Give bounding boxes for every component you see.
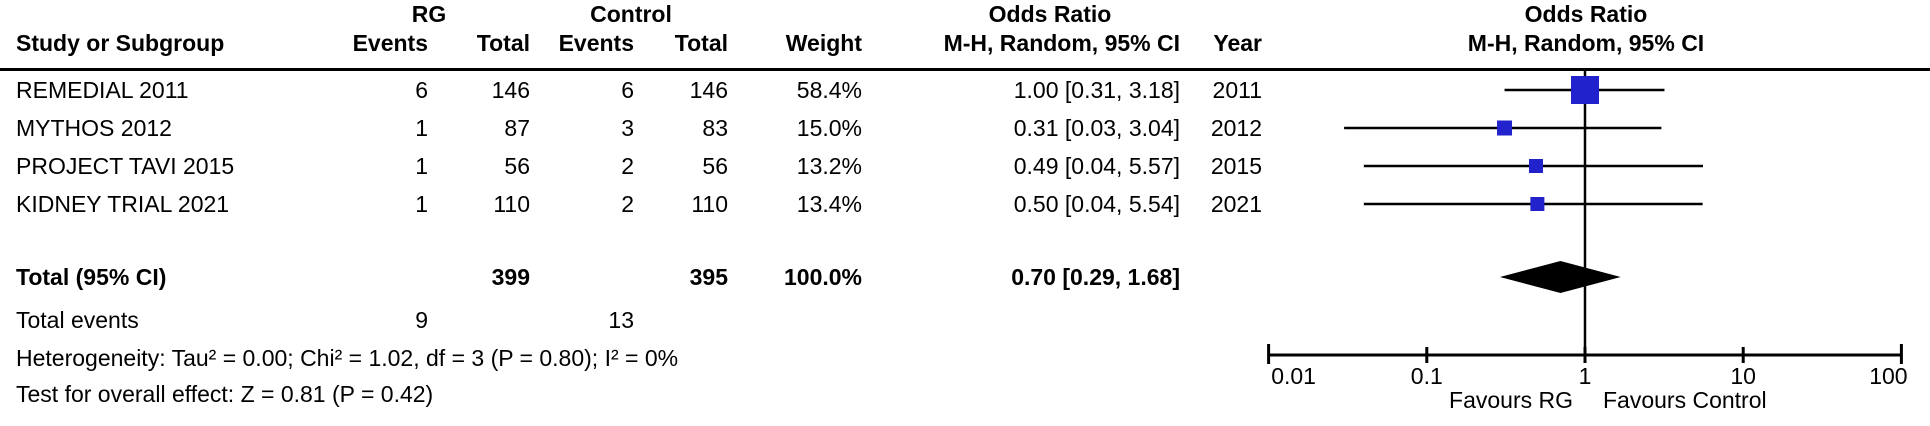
col-header-mh-ci: M-H, Random, 95% CI	[943, 30, 1180, 56]
rg-events-cell: 1	[415, 191, 428, 217]
axis-tick-label: 0.1	[1411, 363, 1443, 389]
control-events-cell: 3	[621, 115, 634, 141]
favours-left-label: Favours RG	[1449, 387, 1573, 413]
control-events-cell: 2	[621, 153, 634, 179]
control-total-cell: 83	[702, 115, 728, 141]
study-name-cell: KIDNEY TRIAL 2021	[16, 191, 230, 217]
weight-cell: 13.4%	[796, 191, 862, 217]
weight-cell: 13.2%	[796, 153, 862, 179]
year-cell: 2015	[1210, 153, 1262, 179]
group-header-rg: RG	[411, 1, 447, 27]
total-diamond	[1499, 261, 1621, 293]
group-header-control: Control	[590, 1, 672, 27]
col-header-study: Study or Subgroup	[16, 30, 225, 56]
group-header-odds-ratio-left: Odds Ratio	[988, 1, 1112, 27]
rg-total-cell: 56	[504, 153, 530, 179]
study-name-cell: MYTHOS 2012	[16, 115, 172, 141]
control-total-cell: 146	[689, 77, 728, 103]
rg-total-cell: 110	[493, 191, 530, 217]
or-ci-cell: 0.49 [0.04, 5.57]	[1013, 153, 1180, 179]
control-events-cell: 2	[621, 191, 634, 217]
col-header-control-events: Events	[558, 30, 634, 56]
col-header-control-total: Total	[674, 30, 728, 56]
rg-total-cell: 146	[491, 77, 530, 103]
study-name-cell: PROJECT TAVI 2015	[16, 153, 235, 179]
total-label: Total (95% CI)	[16, 264, 167, 290]
total-rg-total: 399	[491, 264, 530, 290]
col-header-year: Year	[1213, 30, 1262, 56]
year-cell: 2012	[1210, 115, 1262, 141]
axis-tick-label: 100	[1869, 363, 1907, 389]
axis-tick-label: 1	[1579, 363, 1592, 389]
weight-cell: 15.0%	[796, 115, 862, 141]
study-name-cell: REMEDIAL 2011	[16, 77, 189, 103]
control-events-cell: 6	[621, 77, 634, 103]
total-or-ci: 0.70 [0.29, 1.68]	[1011, 264, 1180, 290]
control-total-cell: 110	[691, 191, 728, 217]
col-header-mh-ci-right: M-H, Random, 95% CI	[1467, 30, 1705, 56]
effect-square	[1497, 120, 1513, 136]
rg-events-cell: 1	[415, 153, 428, 179]
or-ci-cell: 0.50 [0.04, 5.54]	[1013, 191, 1180, 217]
effect-square	[1530, 197, 1545, 211]
overall-effect-text: Test for overall effect: Z = 0.81 (P = 0…	[16, 381, 434, 407]
year-cell: 2011	[1212, 77, 1262, 103]
group-header-odds-ratio-right: Odds Ratio	[1524, 1, 1648, 27]
control-total-cell: 56	[702, 153, 728, 179]
total-weight: 100.0%	[783, 264, 862, 290]
or-ci-cell: 1.00 [0.31, 3.18]	[1013, 77, 1180, 103]
rg-events-cell: 6	[415, 77, 428, 103]
favours-right-label: Favours Control	[1603, 387, 1767, 413]
effect-square	[1571, 76, 1599, 104]
total-events-rg: 9	[415, 307, 428, 333]
col-header-rg-events: Events	[352, 30, 428, 56]
year-cell: 2021	[1210, 191, 1262, 217]
total-control-total: 395	[689, 264, 728, 290]
rg-total-cell: 87	[504, 115, 530, 141]
rg-events-cell: 1	[415, 115, 428, 141]
axis-tick-label: 10	[1730, 363, 1756, 389]
total-events-label: Total events	[16, 307, 139, 333]
col-header-rg-total: Total	[476, 30, 530, 56]
header-rule	[0, 68, 1930, 71]
heterogeneity-text: Heterogeneity: Tau² = 0.00; Chi² = 1.02,…	[16, 345, 679, 371]
total-events-control: 13	[608, 307, 634, 333]
axis-tick-label: 0.01	[1271, 363, 1316, 389]
effect-square	[1528, 159, 1543, 173]
weight-cell: 58.4%	[796, 77, 862, 103]
or-ci-cell: 0.31 [0.03, 3.04]	[1013, 115, 1180, 141]
col-header-weight: Weight	[785, 30, 862, 56]
